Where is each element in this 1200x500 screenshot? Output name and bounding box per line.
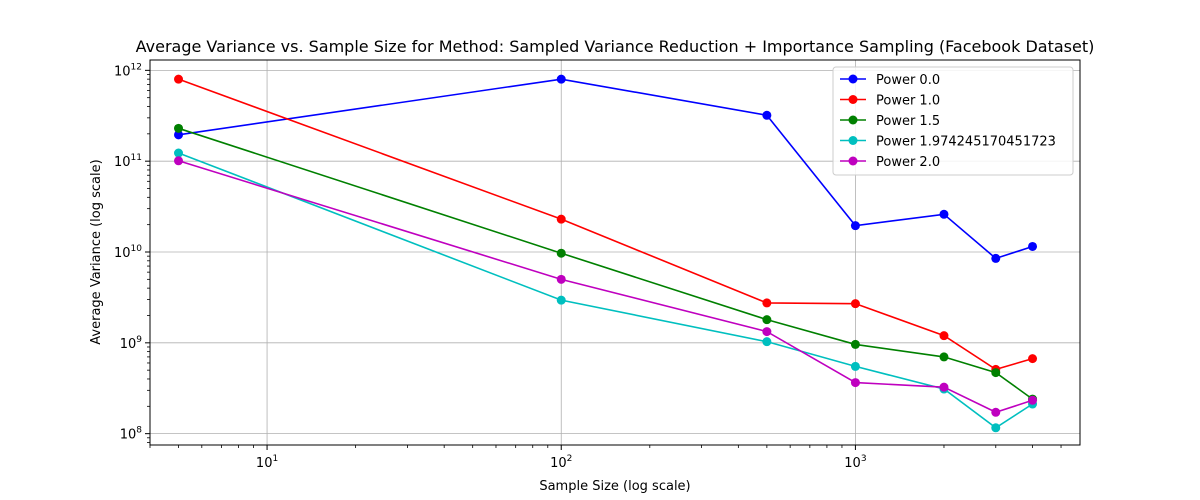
data-point <box>991 423 1001 433</box>
y-tick-label: 1012 <box>114 62 142 79</box>
series-line <box>178 160 1033 414</box>
legend-item: Power 1.0 <box>840 94 940 109</box>
data-point <box>762 327 772 337</box>
data-point <box>939 331 949 341</box>
legend-items: Power 0.0 Power 1.0 Power 1.5 Power 1.97424… <box>840 73 1056 170</box>
data-point <box>1028 395 1038 405</box>
legend-label: Power 0.0 <box>876 73 940 88</box>
legend-marker <box>848 136 858 145</box>
data-point <box>991 253 1001 263</box>
data-point <box>939 209 949 219</box>
legend-marker <box>848 95 858 104</box>
data-point <box>556 74 566 84</box>
data-point <box>174 123 184 133</box>
legend-item: Power 0.0 <box>840 73 940 88</box>
legend-label: Power 2.0 <box>876 155 940 170</box>
y-axis-label: Average Variance (log scale) <box>89 159 104 344</box>
data-point <box>556 274 566 284</box>
data-point <box>762 337 772 347</box>
data-point <box>850 361 860 371</box>
x-tick-label: 101 <box>256 454 278 471</box>
x-axis-label: Sample Size (log scale) <box>539 479 690 494</box>
y-tick-label: 108 <box>120 426 143 443</box>
data-point <box>556 214 566 224</box>
data-point <box>939 352 949 362</box>
legend: Power 0.0 Power 1.0 Power 1.5 Power 1.97424… <box>832 66 1074 176</box>
data-point <box>174 156 184 166</box>
data-point <box>174 74 184 84</box>
series-4 <box>174 156 1038 417</box>
y-tick-label: 1011 <box>114 153 142 170</box>
legend-marker <box>848 156 858 166</box>
data-point <box>850 339 860 349</box>
series-layer <box>174 74 1038 433</box>
data-point <box>556 295 566 305</box>
y-tick-label: 1010 <box>114 244 142 261</box>
x-tick-label: 103 <box>844 454 866 471</box>
legend-label: Power 1.5 <box>876 114 940 129</box>
data-point <box>1028 354 1038 364</box>
chart-title: Average Variance vs. Sample Size for Met… <box>136 37 1095 56</box>
series-0 <box>174 74 1038 263</box>
data-point <box>939 382 949 392</box>
data-point <box>174 130 184 140</box>
data-point <box>991 407 1001 417</box>
data-point <box>762 110 772 120</box>
data-point <box>174 148 184 158</box>
legend-marker <box>848 115 858 125</box>
data-point <box>850 299 860 309</box>
data-point <box>1028 241 1038 251</box>
data-point <box>762 315 772 325</box>
data-point <box>850 221 860 231</box>
legend-label: Power 1.974245170451723 <box>876 135 1056 150</box>
y-tick-label: 109 <box>120 335 143 352</box>
axis-ticks: 101 102 103 108 109 1010 1011 1012 <box>114 62 1062 471</box>
legend-box <box>832 66 1074 176</box>
x-tick-label: 102 <box>550 454 572 471</box>
data-point <box>991 368 1001 378</box>
legend-item: Power 1.5 <box>840 114 940 129</box>
data-point <box>850 378 860 388</box>
data-point <box>762 298 772 308</box>
legend-item: Power 2.0 <box>840 155 940 170</box>
legend-item: Power 1.974245170451723 <box>840 135 1056 150</box>
data-point <box>556 248 566 258</box>
legend-marker <box>848 74 858 84</box>
legend-label: Power 1.0 <box>876 94 940 109</box>
